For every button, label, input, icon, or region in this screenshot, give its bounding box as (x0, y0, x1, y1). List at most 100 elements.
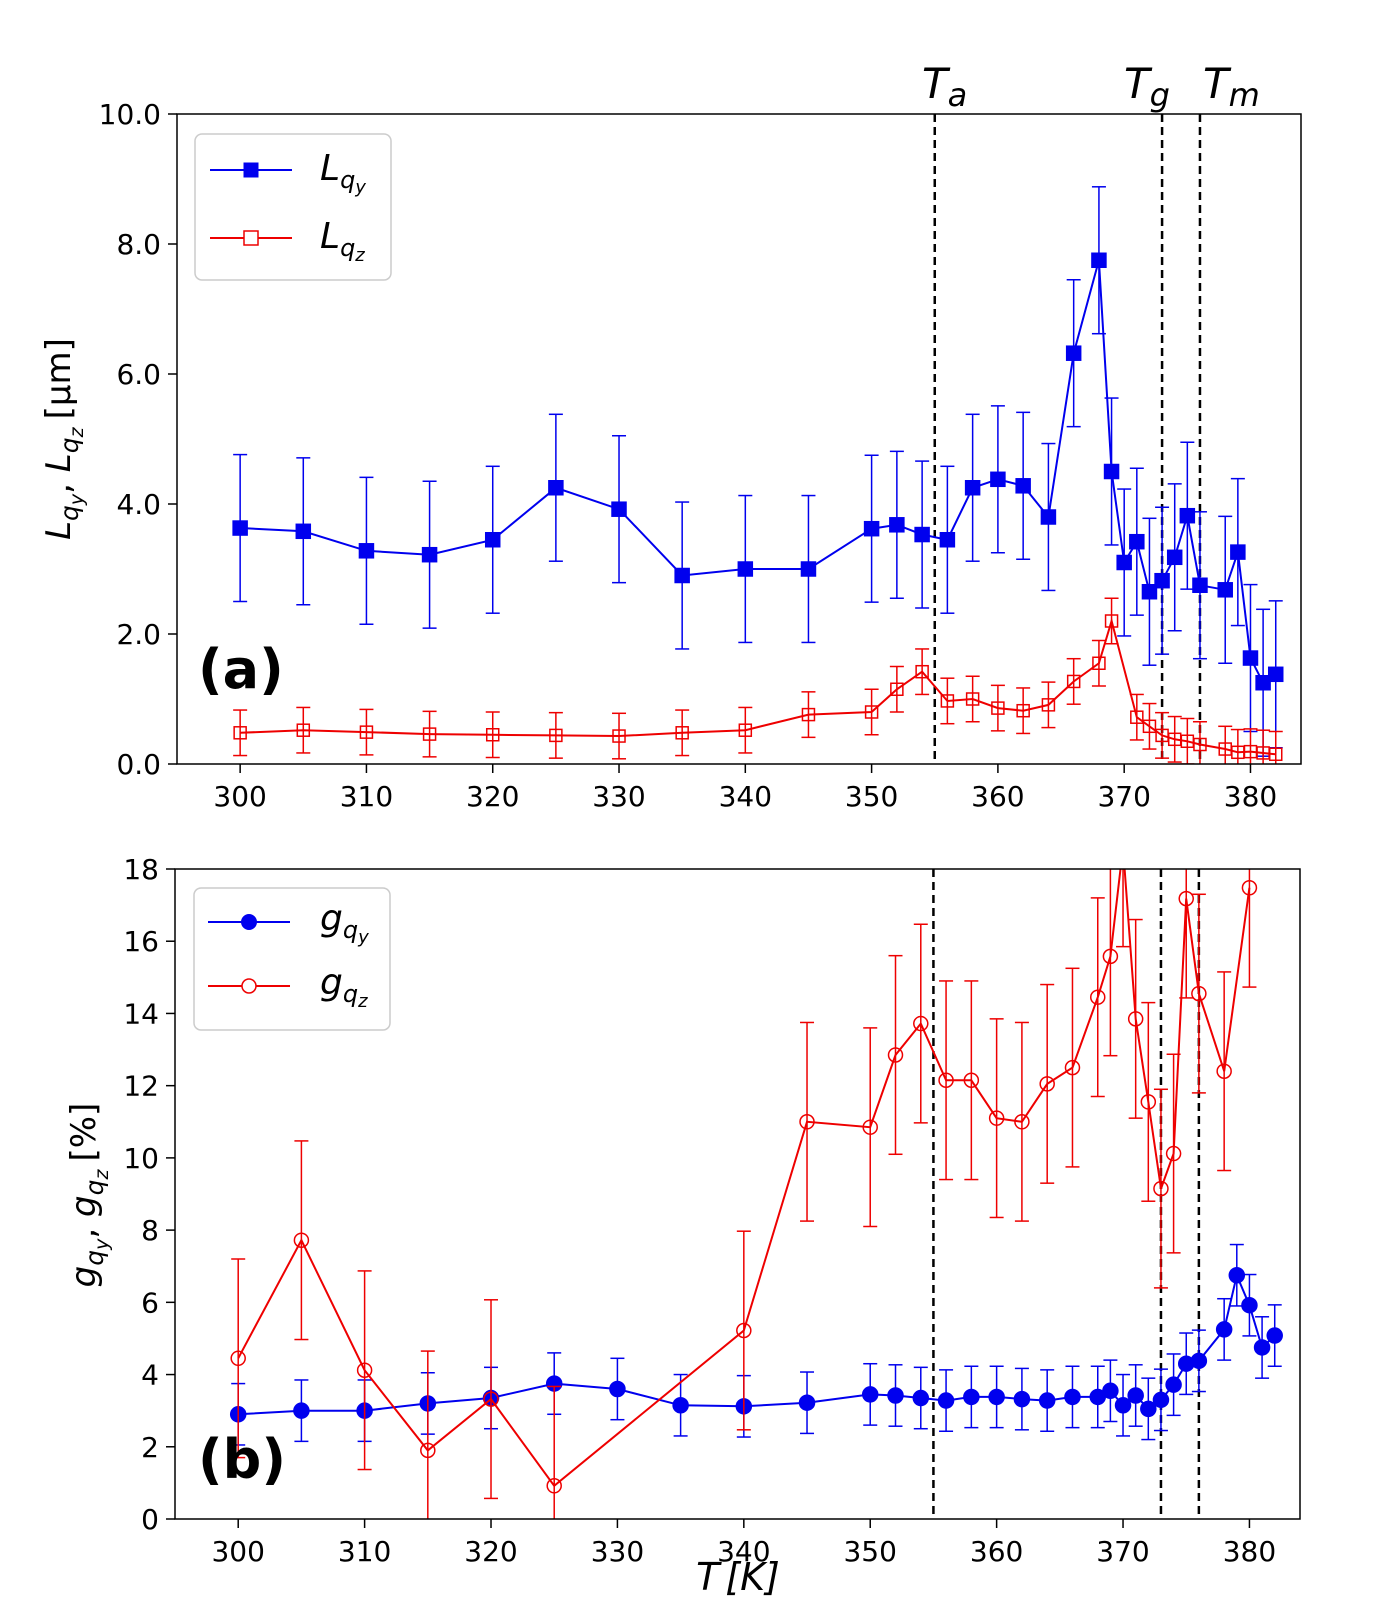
data-point (422, 727, 437, 741)
x-tick-label: 350 (843, 1535, 896, 1568)
y-tick-label: 0.0 (116, 748, 161, 781)
y-tick-label: 10.0 (99, 98, 161, 131)
data-point (420, 1442, 436, 1459)
data-point (1092, 656, 1106, 670)
data-point (672, 1397, 689, 1414)
data-point (988, 1110, 1005, 1126)
data-point (1016, 703, 1030, 718)
data-point (937, 1392, 955, 1409)
data-point (1255, 675, 1271, 691)
data-point (1153, 1180, 1169, 1197)
y-tick-label: 10 (123, 1142, 159, 1175)
data-point (1141, 584, 1158, 600)
data-point (611, 501, 627, 517)
panel-a-legend-label-lqz: Lqz (320, 216, 365, 266)
y-tick-label: 4 (141, 1359, 159, 1392)
data-point (913, 1015, 929, 1032)
data-point (964, 480, 981, 496)
series-g-qy (229, 1243, 1283, 1446)
x-tick-label: 370 (1096, 1535, 1149, 1568)
y-tick-label: 12 (123, 1070, 159, 1103)
data-point (991, 701, 1005, 715)
x-tick-label: 350 (845, 780, 898, 813)
data-point (1230, 544, 1246, 560)
data-point (1192, 577, 1208, 593)
data-point (609, 1380, 626, 1398)
panel-b-series (229, 869, 1283, 1519)
data-point (484, 532, 501, 548)
data-point (939, 532, 956, 548)
data-point (1114, 1397, 1132, 1414)
data-point (1165, 1145, 1182, 1162)
data-point (483, 1391, 499, 1407)
data-point (965, 692, 980, 706)
panel-b-label: (b) (198, 1428, 286, 1491)
threshold-labels: Ta Tg Tm (922, 59, 1260, 114)
panel-b-y-ticks: 0 2 4 6 8 10 12 14 16 18 (123, 853, 175, 1536)
data-point (356, 1362, 373, 1378)
x-tick-label: 360 (971, 780, 1024, 813)
data-point (1140, 1400, 1157, 1418)
data-point (912, 1389, 930, 1407)
y-tick-label: 6.0 (116, 358, 161, 391)
data-point (863, 520, 880, 537)
data-point (890, 682, 904, 696)
data-point (799, 1114, 815, 1130)
data-point (1140, 1094, 1157, 1110)
data-point (862, 1119, 878, 1135)
data-point (1116, 554, 1132, 571)
y-tick-label: 2.0 (116, 618, 161, 651)
x-tick-label: 340 (717, 1535, 770, 1568)
data-point (861, 1386, 879, 1403)
data-point (421, 546, 438, 563)
data-point (800, 561, 817, 577)
y-tick-label: 2 (141, 1431, 159, 1464)
data-point (1193, 737, 1207, 752)
data-point (358, 543, 375, 559)
x-tick-label: 320 (464, 1535, 517, 1568)
x-tick-label: 300 (211, 1535, 264, 1568)
data-point (988, 1388, 1005, 1406)
data-point (546, 1478, 562, 1494)
data-point (1102, 948, 1119, 965)
data-point (801, 707, 816, 722)
data-point (232, 520, 248, 536)
data-point (864, 705, 879, 719)
data-point (990, 471, 1006, 488)
panel-a-threshold-lines (933, 114, 1202, 764)
data-point (1190, 1352, 1208, 1370)
panel-a-label: (a) (198, 638, 284, 701)
data-point (940, 694, 955, 708)
y-tick-label: 14 (123, 997, 159, 1030)
x-tick-label: 300 (213, 780, 266, 813)
threshold-label-ta: Ta (922, 59, 967, 114)
data-point (675, 726, 689, 740)
series-line (240, 617, 1276, 756)
data-point (1091, 252, 1107, 268)
series-g-qz (230, 869, 1258, 1519)
data-point (1127, 1011, 1144, 1027)
data-point (1216, 1063, 1232, 1079)
data-point (963, 1072, 980, 1088)
panel-b-legend-entry-gqz: gqz (208, 962, 368, 1012)
data-point (1014, 1114, 1030, 1130)
y-tick-label: 0 (141, 1503, 159, 1536)
data-point (1217, 582, 1233, 598)
series-l-qy (232, 186, 1284, 757)
panel-b-legend-label-gqz: gqz (320, 962, 368, 1012)
panel-b-y-label: gqy, gqz[%] (64, 1103, 113, 1288)
data-point (889, 517, 905, 533)
y-tick-label: 18 (123, 853, 159, 886)
data-point (737, 561, 754, 577)
data-point (1102, 1382, 1119, 1400)
x-tick-label: 380 (1223, 1535, 1276, 1568)
data-point (915, 664, 929, 679)
panel-a-legend-entry-lqy: Lqy (210, 148, 366, 198)
data-point (1103, 463, 1120, 480)
data-point (1040, 509, 1057, 525)
panel-b: 0 2 4 6 8 10 12 14 16 18 300 310 320 330 340 350 360 370… (64, 853, 1301, 1599)
data-point (1129, 533, 1145, 550)
data-point (485, 728, 500, 742)
data-point (1130, 710, 1144, 724)
data-point (1041, 698, 1056, 712)
